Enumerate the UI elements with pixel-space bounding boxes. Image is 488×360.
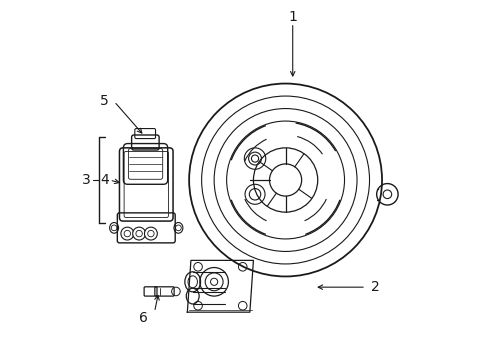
Circle shape [144,227,157,240]
Circle shape [132,227,145,240]
Text: 6: 6 [139,311,148,324]
Text: 4: 4 [100,173,109,187]
Text: 3: 3 [82,173,91,187]
Text: 5: 5 [100,94,109,108]
Circle shape [121,227,134,240]
Text: 2: 2 [370,280,379,294]
Text: 1: 1 [288,10,297,24]
